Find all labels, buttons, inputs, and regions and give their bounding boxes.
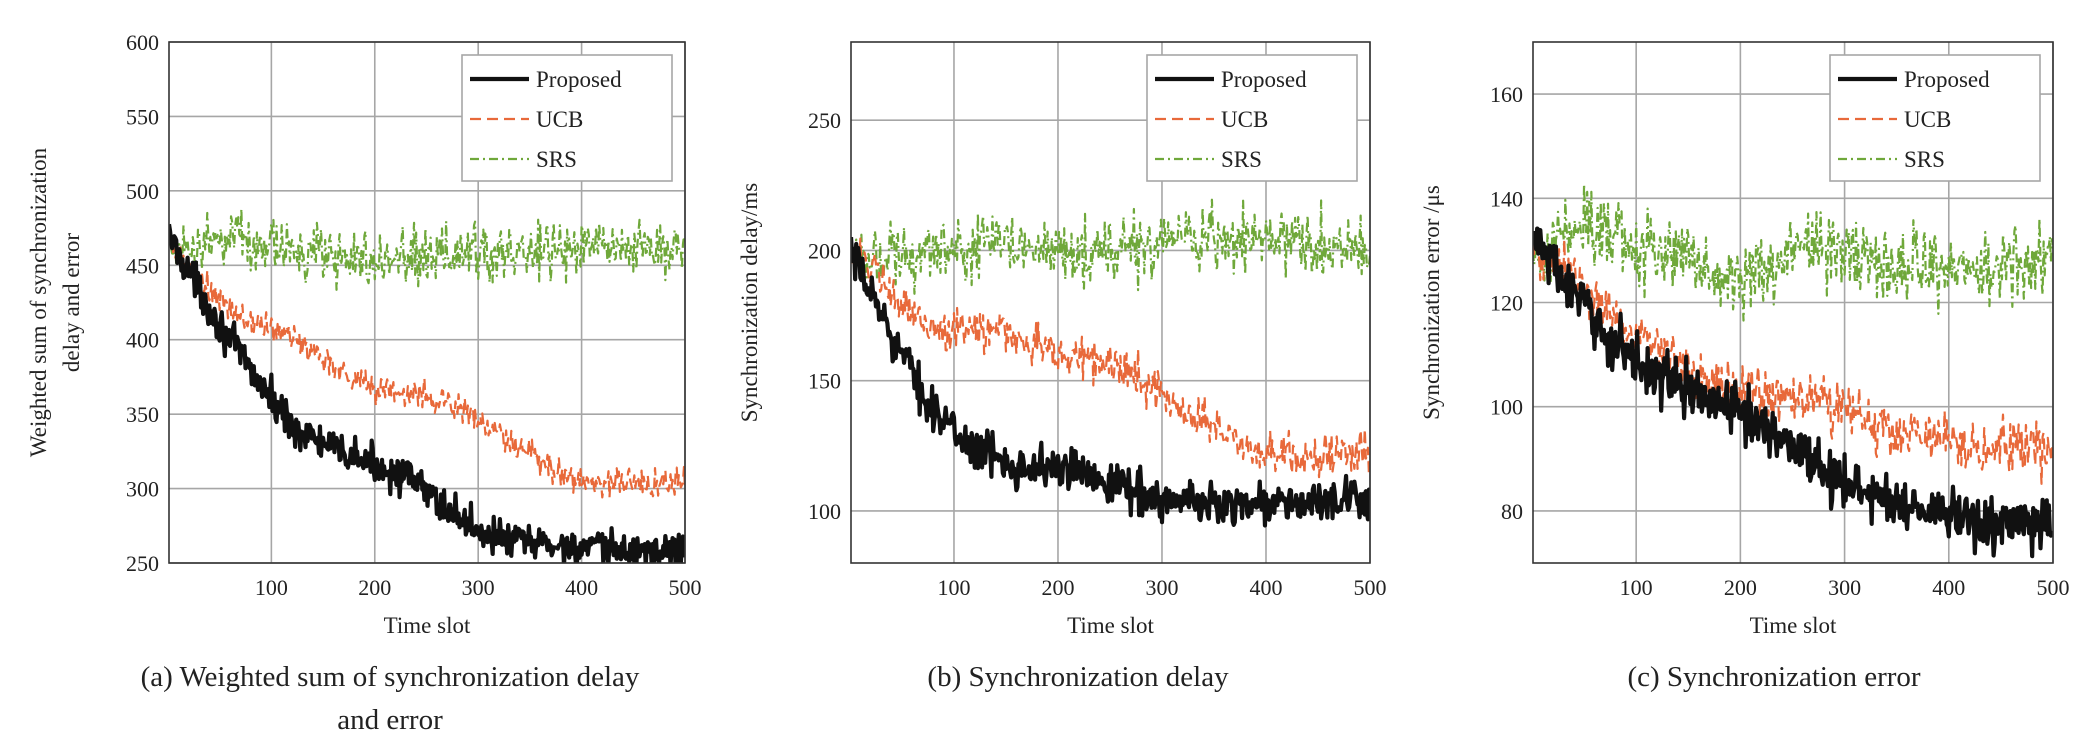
panel-a-legend-label-srs: SRS: [536, 147, 577, 172]
caption-a-line2: and error: [337, 704, 443, 736]
panel-c-ytick-label: 80: [1501, 499, 1523, 524]
panel-b-series-group: [851, 198, 1370, 528]
panel-c-ytick-label: 160: [1490, 82, 1523, 107]
panel-a-xtick-label: 500: [669, 575, 702, 600]
panel-a-xtick-label: 100: [255, 575, 288, 600]
panel-a-legend-label-proposed: Proposed: [536, 67, 622, 92]
panel-b-ylabel-line1: Synchronization delay/ms: [737, 183, 762, 423]
panel-b-legend-label-srs: SRS: [1221, 147, 1262, 172]
panel-a-series-group: [169, 207, 685, 563]
panel-c: 100 200 300 400 500 80 100 120 140 160 Time slot Sy…: [1419, 41, 2070, 638]
panel-b-plot-frame: [850, 41, 1371, 564]
panel-a-ytick-label: 350: [126, 402, 159, 427]
panel-b-series-ucb: [851, 237, 1370, 479]
panel-a-ytick-label: 550: [126, 104, 159, 129]
panel-c-xtick-label: 200: [1724, 575, 1757, 600]
panel-c-ytick-label: 100: [1490, 395, 1523, 420]
panel-c-series-group: [1533, 182, 2053, 559]
panel-b: 100 200 300 400 500 100 150 200 250 Time slot Sync…: [737, 41, 1387, 638]
panel-b-xtick-label: 500: [1354, 575, 1387, 600]
panel-b-legend-label-proposed: Proposed: [1221, 67, 1307, 92]
panel-c-legend: Proposed UCB SRS: [1829, 54, 2041, 182]
panel-b-series-proposed: [851, 237, 1370, 528]
panel-b-xtick-label: 300: [1145, 575, 1178, 600]
panel-b-series-srs: [851, 198, 1370, 295]
panel-a-ytick-label: 250: [126, 551, 159, 576]
panel-a-xtick-label: 400: [565, 575, 598, 600]
panel-b-xtick-label: 100: [937, 575, 970, 600]
panel-a-legend-label-ucb: UCB: [536, 107, 583, 132]
panel-c-legend-label-proposed: Proposed: [1904, 67, 1990, 92]
panel-b-ytick-label: 250: [808, 108, 841, 133]
panel-a-series-ucb: [169, 235, 685, 499]
panel-c-series-proposed: [1533, 226, 2053, 559]
panel-c-ytick-label: 140: [1490, 186, 1523, 211]
panel-b-legend: Proposed UCB SRS: [1146, 54, 1358, 182]
panel-c-xtick-label: 400: [1932, 575, 1965, 600]
caption-b: (b) Synchronization delay: [927, 661, 1229, 693]
panel-c-xtick-label: 100: [1620, 575, 1653, 600]
panel-b-xlabel: Time slot: [1067, 613, 1154, 638]
panel-c-xlabel: Time slot: [1750, 613, 1837, 638]
panel-a-ytick-label: 300: [126, 477, 159, 502]
panel-a-xtick-label: 300: [462, 575, 495, 600]
panel-c-series-srs: [1533, 182, 2053, 322]
panel-a-ylabel-line1: Weighted sum of synchronization: [26, 147, 51, 457]
panel-b-ytick-label: 200: [808, 238, 841, 263]
panel-b-xtick-label: 200: [1041, 575, 1074, 600]
panel-a-ylabel-line2: delay and error: [59, 233, 84, 373]
panel-b-legend-label-ucb: UCB: [1221, 107, 1268, 132]
panel-c-legend-label-ucb: UCB: [1904, 107, 1951, 132]
panel-b-xtick-label: 400: [1249, 575, 1282, 600]
panel-c-ytick-label: 120: [1490, 291, 1523, 316]
caption-c: (c) Synchronization error: [1627, 661, 1920, 693]
panel-a-ytick-label: 400: [126, 328, 159, 353]
panel-c-ylabel-line1: Synchronization error /μs: [1419, 185, 1444, 420]
panel-a-ytick-label: 450: [126, 253, 159, 278]
panel-a-plot-frame: [168, 41, 686, 564]
panel-c-legend-label-srs: SRS: [1904, 147, 1945, 172]
panel-b-ytick-label: 100: [808, 499, 841, 524]
panel-a-legend: Proposed UCB SRS: [461, 54, 673, 182]
panel-a-ytick-label: 500: [126, 179, 159, 204]
panel-a-xlabel: Time slot: [384, 613, 471, 638]
panel-c-xtick-label: 300: [1828, 575, 1861, 600]
panel-a-series-proposed: [169, 223, 685, 563]
panel-c-xtick-label: 500: [2037, 575, 2070, 600]
panel-a-series-srs: [169, 207, 685, 291]
panel-b-ytick-label: 150: [808, 369, 841, 394]
panel-a-xtick-label: 200: [358, 575, 391, 600]
caption-a-line1: (a) Weighted sum of synchronization dela…: [141, 661, 640, 693]
panel-c-plot-frame: [1532, 41, 2054, 564]
panel-a: 100 200 300 400 500 250 300 350 400 450 500 550 600 T…: [26, 30, 702, 638]
panel-a-ytick-label: 600: [126, 30, 159, 55]
